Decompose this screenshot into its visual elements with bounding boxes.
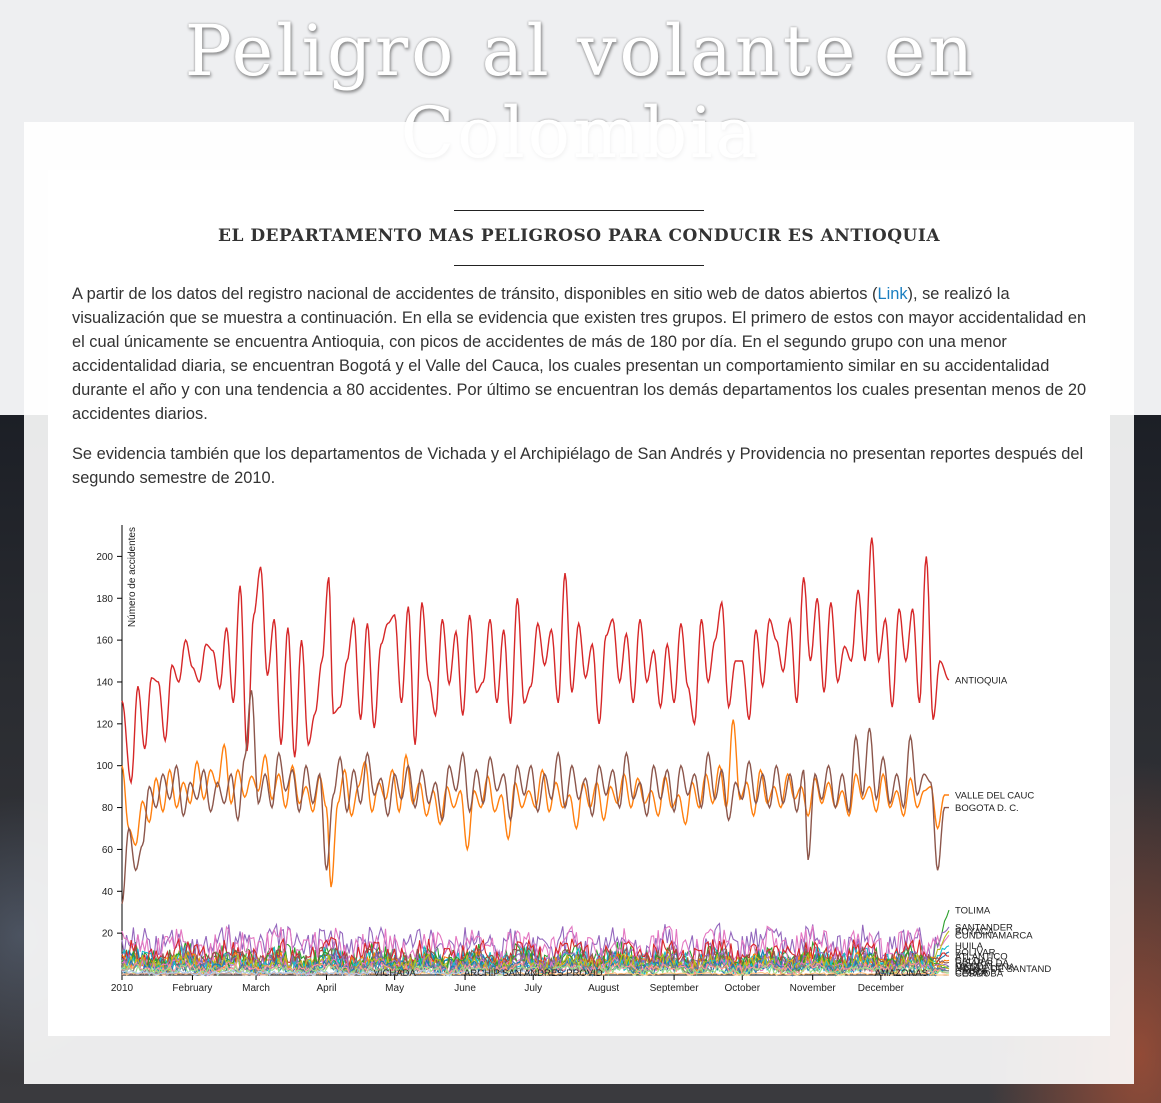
y-tick-label: 80: [102, 803, 114, 814]
series-line: [121, 969, 534, 977]
y-axis: 20 40 60 80 100 120 140 160 180 200: [96, 525, 123, 975]
data-source-link[interactable]: Link: [877, 285, 908, 303]
series-end-label: SANTANDER: [955, 922, 1013, 933]
x-tick-label: December: [858, 983, 905, 994]
series-mid-label: ARCHIP SAN ANDRES PROVID: [464, 968, 603, 979]
y-tick-label: 180: [96, 594, 113, 605]
series-line: [121, 719, 949, 888]
series-end-label: NORTE DE SANTANDER: [955, 964, 1052, 975]
series-line: [121, 956, 950, 977]
series-end-label: BOGOTA D. C.: [955, 803, 1019, 814]
series-end-label: BOYACA: [955, 927, 995, 938]
series-end-label: BOLIVAR: [955, 947, 996, 958]
x-tick-label: July: [524, 983, 542, 994]
y-tick-label: 120: [96, 719, 113, 730]
intro-text-start: A partir de los datos del registro nacio…: [72, 285, 878, 303]
series-line: [121, 690, 949, 904]
series-line: [121, 925, 950, 967]
content-card: [48, 170, 1110, 1036]
series-end-label: CUNDINAMARCA: [955, 931, 1033, 942]
y-tick-label: 140: [96, 677, 113, 688]
series-end-label: ATLANTICO: [955, 952, 1008, 963]
series-mid-label: AMAZONAS: [875, 968, 928, 979]
x-tick-label: November: [790, 983, 837, 994]
x-tick-label: October: [724, 983, 760, 994]
series-end-label: TOLIMA: [955, 906, 991, 917]
intro-text-end: ), se realizó la visualización que se mu…: [72, 285, 1087, 423]
intro-paragraph: A partir de los datos del registro nacio…: [72, 282, 1092, 426]
series-end-label: VALLE DEL CAUC: [955, 791, 1034, 802]
series-end-label: CESAR: [955, 968, 988, 979]
series-line: [121, 961, 950, 977]
series-end-label: CALDAS: [955, 956, 993, 967]
series-end-label: CAUCA: [955, 966, 989, 977]
series-end-label: ANTIOQUIA: [955, 675, 1008, 686]
series-end-label: MAGDALENA: [955, 962, 1015, 973]
x-tick-label: May: [385, 983, 404, 994]
series-end-label: HUILA: [955, 941, 984, 952]
series-end-label: RISARALDA: [955, 958, 1010, 969]
x-tick-label: September: [650, 983, 700, 994]
accidents-line-chart: 20 40 60 80 100 120 140 160 180 200 2010 February M…: [96, 525, 1052, 994]
heading-rule-bottom: [454, 265, 704, 266]
series-mid-label: VICHADA: [374, 968, 417, 979]
y-tick-label: 20: [102, 929, 114, 940]
x-tick-label: June: [454, 983, 476, 994]
x-tick-label: March: [242, 983, 270, 994]
x-tick-label: 2010: [111, 983, 134, 994]
heading-rule-top: [454, 210, 704, 211]
vichada-paragraph: Se evidencia también que los departament…: [72, 445, 1084, 487]
y-tick-label: 100: [96, 761, 113, 772]
series-line: [121, 963, 950, 977]
series-end-label: META: [955, 962, 981, 973]
y-axis-label: Número de accidentes: [127, 527, 138, 627]
series-layer: [121, 537, 950, 978]
section-heading: EL DEPARTAMENTO MAS PELIGROSO PARA CONDU…: [217, 226, 941, 246]
x-tick-label: February: [172, 983, 212, 994]
x-tick-label: August: [588, 983, 619, 994]
y-tick-label: 40: [102, 887, 114, 898]
x-tick-label: April: [316, 983, 336, 994]
series-end-label: CORDOBA: [955, 968, 1004, 979]
y-tick-label: 60: [102, 845, 114, 856]
y-tick-label: 160: [96, 636, 113, 647]
y-tick-label: 200: [96, 552, 113, 563]
series-line: [121, 537, 950, 786]
